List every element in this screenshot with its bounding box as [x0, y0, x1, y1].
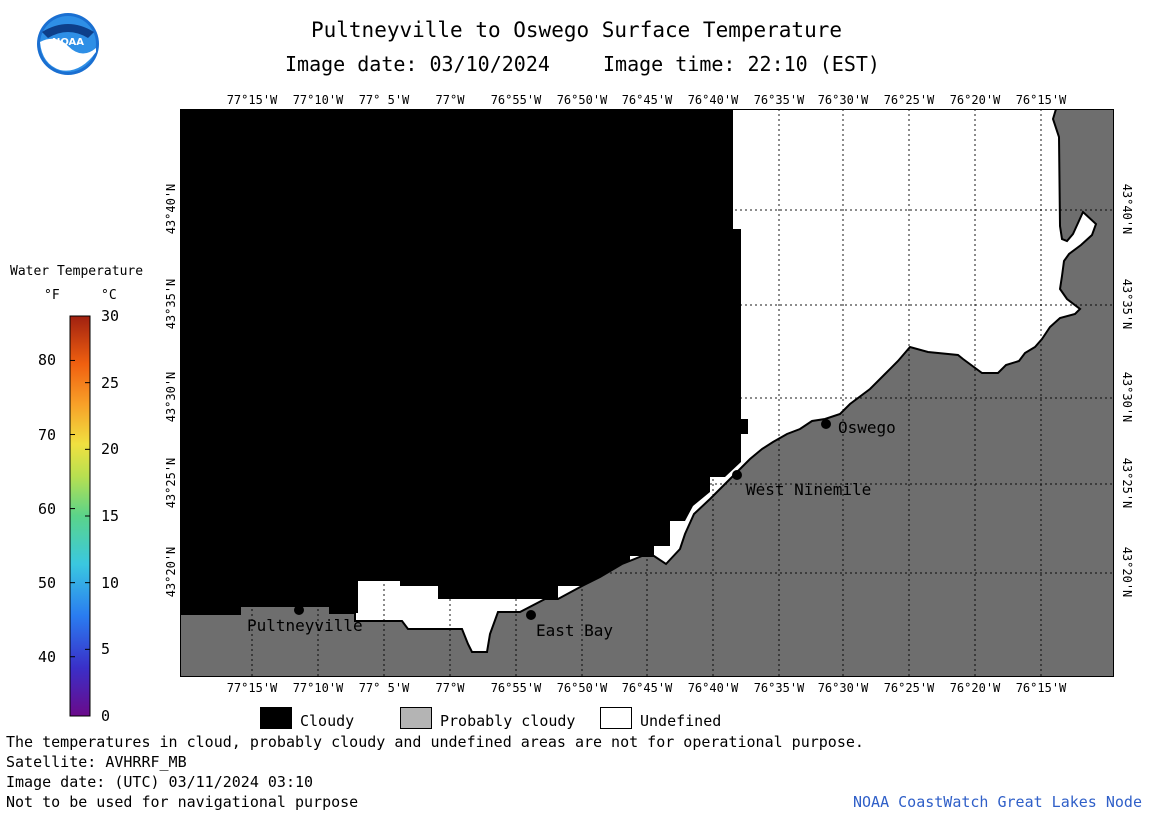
- legend-probably-cloudy: [400, 707, 432, 733]
- legend-probably-cloudy-label: Probably cloudy: [440, 712, 576, 730]
- colorbar-unit-f: °F: [44, 288, 60, 303]
- colorbar-c-label: 30: [101, 307, 120, 325]
- cloudy-region: [180, 109, 748, 614]
- legend-probably-cloudy-swatch: [400, 707, 432, 729]
- latitude-label-right: 43°30'N: [1120, 371, 1134, 423]
- oswego-marker[interactable]: Oswego: [821, 418, 896, 437]
- colorbar-c-label: 25: [101, 373, 120, 392]
- land-region: [180, 109, 1114, 677]
- longitude-label-top: 77°15'W: [226, 93, 278, 107]
- footer-note: The temperatures in cloud, probably clou…: [6, 733, 864, 751]
- latitude-label-left: 43°30'N: [164, 371, 178, 423]
- colorbar-c-label: 20: [101, 440, 120, 459]
- colorbar-c-label: 5: [101, 640, 111, 659]
- colorbar-unit-c: °C: [101, 288, 117, 303]
- footer-credit-link[interactable]: NOAA CoastWatch Great Lakes Node: [853, 793, 1142, 811]
- latitude-label-right: 43°40'N: [1120, 183, 1134, 235]
- map-title: Pultneyville to Oswego Surface Temperatu…: [310, 18, 842, 42]
- longitude-label-top: 76°15'W: [1015, 93, 1067, 107]
- pultneyville-marker[interactable]: Pultneyville: [247, 605, 363, 635]
- longitude-label-top: 77° 5'W: [358, 93, 410, 107]
- longitude-label-bottom: 76°15'W: [1015, 681, 1067, 695]
- west-ninemile-marker[interactable]: West Ninemile: [732, 470, 871, 499]
- legend-undefined-label: Undefined: [640, 712, 722, 730]
- longitude-label-bottom: 76°20'W: [949, 681, 1001, 695]
- longitude-label-bottom: 76°40'W: [687, 681, 739, 695]
- footer-nav-warning: Not to be used for navigational purpose: [6, 793, 359, 811]
- longitude-label-top: 76°20'W: [949, 93, 1001, 107]
- latitude-label-left: 43°40'N: [164, 183, 178, 235]
- noaa-logo-icon: NOAA: [37, 13, 99, 75]
- colorbar-c-label: 10: [101, 573, 120, 592]
- legend-undefined: [600, 707, 632, 733]
- footer-satellite: Satellite: AVHRRF_MB: [6, 753, 187, 771]
- colorbar-c-label: 0: [101, 707, 111, 725]
- latitude-label-right: 43°20'N: [1120, 546, 1134, 598]
- colorbar-c-label: 15: [101, 507, 120, 525]
- longitude-label-top: 76°45'W: [621, 93, 673, 107]
- longitude-label-top: 76°25'W: [883, 93, 935, 107]
- longitude-label-bottom: 76°35'W: [753, 681, 805, 695]
- footer-utc-date: Image date: (UTC) 03/11/2024 03:10: [6, 773, 314, 791]
- east-bay-marker[interactable]: East Bay: [526, 610, 613, 640]
- longitude-label-top: 76°55'W: [490, 93, 542, 107]
- longitude-label-top: 76°40'W: [687, 93, 739, 107]
- place-label-pultneyville: Pultneyville: [247, 616, 363, 635]
- legend-cloudy: [260, 707, 292, 733]
- latitude-label-left: 43°20'N: [164, 546, 178, 598]
- legend-undefined-swatch: [600, 707, 632, 729]
- longitude-label-bottom: 76°55'W: [490, 681, 542, 695]
- place-label-west-ninemile: West Ninemile: [746, 480, 871, 499]
- colorbar-f-label: 60: [38, 499, 57, 518]
- latitude-label-right: 43°35'N: [1120, 278, 1134, 330]
- colorbar: [69, 315, 91, 717]
- colorbar-f-label: 40: [38, 647, 57, 666]
- colorbar-title: Water Temperature: [10, 264, 144, 279]
- longitude-label-bottom: 77° 5'W: [358, 681, 410, 695]
- latitude-label-left: 43°25'N: [164, 457, 178, 509]
- longitude-label-top: 76°50'W: [556, 93, 608, 107]
- place-label-east-bay: East Bay: [536, 621, 613, 640]
- longitude-label-bottom: 77°15'W: [226, 681, 278, 695]
- colorbar-f-label: 80: [38, 351, 57, 370]
- image-time-label: Image time: 22:10 (EST): [603, 52, 880, 76]
- surface-temperature-map[interactable]: Oswego West Ninemile Pultneyville East B…: [180, 109, 1114, 677]
- colorbar-f-label: 70: [38, 425, 57, 444]
- colorbar-f-label: 50: [38, 573, 57, 592]
- image-date-label: Image date: 03/10/2024: [285, 52, 550, 76]
- latitude-label-left: 43°35'N: [164, 278, 178, 330]
- place-label-oswego: Oswego: [838, 418, 896, 437]
- longitude-label-bottom: 77°10'W: [292, 681, 344, 695]
- noaa-logo-text: NOAA: [52, 37, 84, 48]
- longitude-label-bottom: 76°45'W: [621, 681, 673, 695]
- longitude-label-top: 76°30'W: [817, 93, 869, 107]
- latitude-label-right: 43°25'N: [1120, 457, 1134, 509]
- longitude-label-bottom: 76°25'W: [883, 681, 935, 695]
- longitude-label-bottom: 76°50'W: [556, 681, 608, 695]
- longitude-label-top: 77°10'W: [292, 93, 344, 107]
- legend-cloudy-swatch: [260, 707, 292, 729]
- longitude-label-top: 76°35'W: [753, 93, 805, 107]
- legend-cloudy-label: Cloudy: [300, 712, 355, 730]
- longitude-label-bottom: 77°W: [435, 681, 465, 695]
- longitude-label-top: 77°W: [435, 93, 465, 107]
- longitude-label-bottom: 76°30'W: [817, 681, 869, 695]
